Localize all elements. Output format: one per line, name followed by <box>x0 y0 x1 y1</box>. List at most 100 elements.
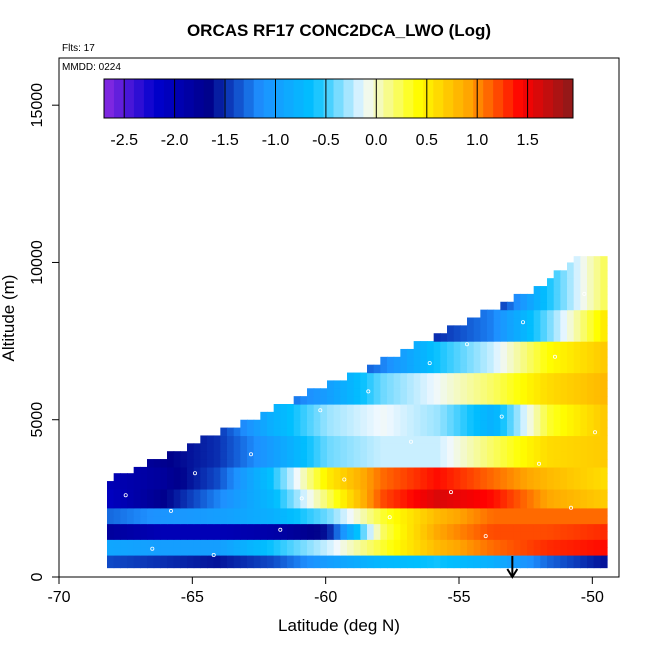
heatmap-cell <box>333 547 341 556</box>
colorbar-swatch <box>153 79 165 118</box>
heatmap-cell <box>187 459 195 468</box>
heatmap-cell <box>600 492 608 501</box>
heatmap-cell <box>147 515 155 525</box>
heatmap-cell <box>333 388 341 397</box>
heatmap-cell <box>473 372 481 382</box>
heatmap-cell <box>580 492 588 501</box>
heatmap-cell <box>427 499 435 509</box>
heatmap-cell <box>540 492 548 501</box>
heatmap-cell <box>413 499 421 509</box>
heatmap-cell <box>327 554 335 561</box>
heatmap-cell <box>440 411 448 421</box>
heatmap-cell <box>413 481 421 490</box>
heatmap-cell <box>353 388 361 397</box>
heatmap-cell <box>247 499 255 509</box>
heatmap-cell <box>500 473 508 482</box>
heatmap-cell <box>473 488 481 493</box>
heatmap-cell <box>113 481 121 490</box>
heatmap-cell <box>267 554 275 561</box>
heatmap-cell <box>520 531 528 540</box>
heatmap-cell <box>133 559 141 569</box>
heatmap-cell <box>520 507 528 517</box>
heatmap-cell <box>487 547 495 556</box>
heatmap-cell <box>573 293 581 303</box>
heatmap-cell <box>487 515 495 525</box>
heatmap-cell <box>393 499 401 509</box>
heatmap-cell <box>520 459 528 468</box>
heatmap-cell <box>407 492 415 501</box>
heatmap-cell <box>253 507 261 517</box>
heatmap-cell <box>527 492 535 501</box>
heatmap-cell <box>173 507 181 517</box>
sample-point <box>342 477 347 482</box>
heatmap-cell <box>407 451 415 460</box>
heatmap-cell <box>320 523 328 532</box>
heatmap-cell <box>487 499 495 509</box>
heatmap-cell <box>253 539 261 548</box>
heatmap-cell <box>153 499 161 509</box>
heatmap-cell <box>420 443 428 452</box>
heatmap-cell <box>113 554 121 561</box>
heatmap-cell <box>327 547 335 556</box>
heatmap-cell <box>247 492 255 501</box>
heatmap-cell <box>427 481 435 490</box>
heatmap-cell <box>253 466 261 474</box>
heatmap-cell <box>173 547 181 556</box>
heatmap-cell <box>220 435 228 444</box>
heatmap-cell <box>293 531 301 540</box>
heatmap-cell <box>480 380 488 389</box>
x-axis: -70 -65 -60 -55 -50 <box>47 577 604 606</box>
heatmap-cell <box>520 481 528 490</box>
heatmap-cell <box>600 466 608 474</box>
heatmap-cell <box>533 427 541 437</box>
heatmap-cell <box>433 419 441 429</box>
heatmap-cell <box>373 443 381 452</box>
heatmap-cell <box>133 499 141 509</box>
heatmap-cell <box>287 488 295 493</box>
heatmap-cell <box>107 547 115 556</box>
heatmap-cell <box>573 372 581 382</box>
heatmap-cell <box>293 473 301 482</box>
heatmap-cell <box>433 404 441 413</box>
heatmap-cell <box>373 488 381 493</box>
heatmap-cell <box>520 419 528 429</box>
heatmap-cell <box>287 531 295 540</box>
heatmap-cell <box>313 547 321 556</box>
sample-point <box>499 414 504 419</box>
heatmap-cell <box>280 492 288 501</box>
heatmap-cell <box>267 531 275 540</box>
heatmap-cell <box>360 515 368 525</box>
heatmap-cell <box>267 473 275 482</box>
heatmap-cell <box>467 547 475 556</box>
heatmap-cell <box>107 515 115 525</box>
heatmap-cell <box>573 547 581 556</box>
heatmap-cell <box>433 523 441 532</box>
heatmap-cell <box>220 427 228 437</box>
heatmap-cell <box>173 499 181 509</box>
heatmap-cell <box>327 492 335 501</box>
colorbar-tick-label: -1.0 <box>262 132 290 149</box>
heatmap-cell <box>300 488 308 493</box>
heatmap-cell <box>173 481 181 490</box>
colorbar-swatch <box>423 79 434 118</box>
heatmap-cell <box>527 317 535 326</box>
heatmap-cell <box>460 554 468 561</box>
heatmap-cell <box>347 547 355 556</box>
heatmap-cell <box>533 451 541 460</box>
colorbar-swatch <box>493 79 504 118</box>
heatmap-cell <box>467 435 475 444</box>
heatmap-cell <box>473 333 481 342</box>
colorbar-tick-label: 1.5 <box>516 132 538 149</box>
heatmap-cell <box>193 523 201 532</box>
heatmap-cell <box>300 435 308 444</box>
heatmap-cell <box>527 293 535 303</box>
heatmap-cell <box>547 515 555 525</box>
heatmap-cell <box>253 443 261 452</box>
heatmap-cell <box>267 411 275 421</box>
heatmap-cell <box>407 404 415 413</box>
heatmap-cell <box>380 435 388 444</box>
sample-point <box>593 430 598 435</box>
heatmap-cell <box>200 466 208 474</box>
heatmap-cell <box>487 492 495 501</box>
heatmap-cell <box>513 443 521 452</box>
